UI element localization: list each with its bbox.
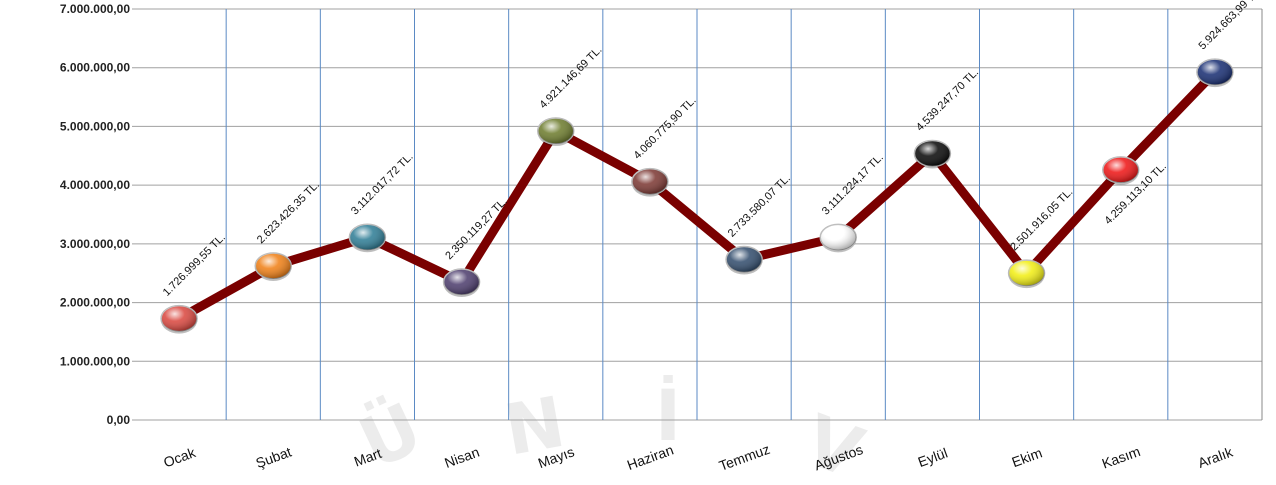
y-tick-label: 7.000.000,00 [60, 2, 130, 16]
data-point-marker [631, 167, 669, 197]
x-axis-tick-labels: Ocak Şubat Mart Nisan Mayıs Haziran Temmuz Ağus… [161, 441, 1235, 474]
data-point-marker [537, 117, 575, 147]
watermark-letter: Ü [348, 387, 434, 485]
marker-highlight [1008, 260, 1045, 287]
y-tick-label: 2.000.000,00 [60, 296, 130, 310]
data-point-markers [160, 58, 1234, 334]
x-tick-label: Temmuz [717, 441, 772, 474]
x-tick-label: Eylül [916, 445, 950, 470]
data-point-marker [442, 268, 481, 298]
marker-highlight [1196, 59, 1233, 86]
y-tick-label: 5.000.000,00 [60, 119, 130, 133]
y-tick-label: 1.000.000,00 [60, 354, 130, 368]
x-tick-label: Ekim [1010, 444, 1045, 470]
watermark-letter: N [499, 381, 571, 472]
data-label: 2.733.580,07 TL. [726, 172, 793, 239]
marker-highlight [537, 118, 574, 145]
y-tick-label: 4.000.000,00 [60, 178, 130, 192]
marker-highlight [255, 252, 292, 279]
data-label: 2.623.426,35 TL. [255, 179, 322, 246]
marker-highlight [820, 224, 857, 251]
data-label: 4.539.247,70 TL. [914, 66, 981, 133]
marker-highlight [914, 140, 951, 167]
data-point-marker [819, 223, 857, 253]
marker-highlight [726, 246, 763, 273]
data-point-marker [1196, 58, 1234, 88]
data-label: 4.921.146,69 TL. [537, 44, 604, 111]
data-label: 2.501.916,05 TL. [1008, 186, 1075, 253]
y-tick-label: 6.000.000,00 [60, 61, 130, 75]
y-tick-label: 0,00 [107, 413, 131, 427]
watermark-letter: İ [655, 375, 681, 457]
data-point-marker [725, 245, 763, 275]
marker-highlight [349, 224, 386, 251]
data-point-marker [1007, 259, 1046, 289]
x-tick-label: Nisan [442, 444, 481, 471]
marker-highlight [161, 305, 198, 332]
marker-highlight [631, 168, 668, 195]
data-point-marker [254, 252, 292, 281]
x-tick-label: Aralık [1196, 443, 1236, 471]
watermark-letter: V [794, 399, 873, 485]
data-label: 3.112.017,72 TL. [349, 151, 416, 218]
data-point-marker [1102, 156, 1140, 185]
x-tick-label: Ocak [161, 444, 198, 471]
data-label: 5.924.663,99 TL. [1197, 0, 1264, 52]
y-axis-tick-labels: 0,00 1.000.000,00 2.000.000,00 3.000.000,00… [60, 2, 130, 427]
data-point-marker [913, 139, 952, 169]
data-point-marker [160, 304, 198, 334]
x-tick-label: Haziran [625, 442, 676, 474]
data-label: 1.726.999,55 TL. [161, 232, 228, 299]
marker-highlight [443, 269, 480, 296]
data-label: 4.060.775,90 TL. [632, 95, 699, 162]
marker-highlight [1102, 156, 1139, 183]
y-tick-label: 3.000.000,00 [60, 237, 130, 251]
x-tick-label: Kasım [1100, 443, 1143, 472]
x-tick-label: Şubat [254, 443, 294, 471]
data-point-marker [348, 223, 387, 253]
